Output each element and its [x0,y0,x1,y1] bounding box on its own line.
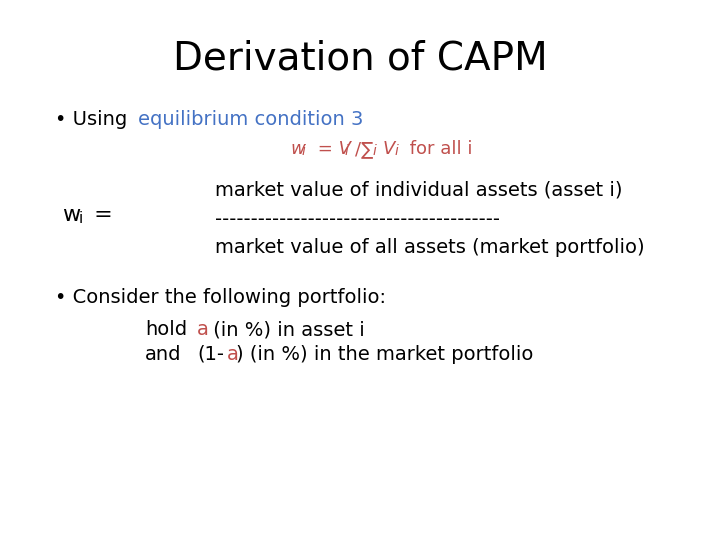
Text: and: and [145,345,181,364]
Text: V: V [383,140,395,158]
Text: i: i [345,144,349,158]
Text: a: a [227,345,239,364]
Text: for all i: for all i [404,140,472,158]
Text: a: a [197,320,209,339]
Text: hold: hold [145,320,187,339]
Text: i: i [302,144,306,158]
Text: w: w [62,205,80,225]
Text: Derivation of CAPM: Derivation of CAPM [173,40,547,78]
Text: =: = [87,205,113,225]
Text: • Using: • Using [55,110,133,129]
Text: • Consider the following portfolio:: • Consider the following portfolio: [55,288,386,307]
Text: i: i [79,211,84,226]
Text: = V: = V [312,140,351,158]
Text: (in %) in asset i: (in %) in asset i [207,320,365,339]
Text: ) (in %) in the market portfolio: ) (in %) in the market portfolio [236,345,534,364]
Text: (1-: (1- [197,345,224,364]
Text: i: i [373,144,377,158]
Text: /∑: /∑ [355,140,373,158]
Text: market value of all assets (market portfolio): market value of all assets (market portf… [215,238,644,257]
Text: i: i [395,144,399,158]
Text: ----------------------------------------: ---------------------------------------- [215,210,500,229]
Text: market value of individual assets (asset i): market value of individual assets (asset… [215,180,623,199]
Text: equilibrium condition 3: equilibrium condition 3 [138,110,364,129]
Text: w: w [290,140,305,158]
